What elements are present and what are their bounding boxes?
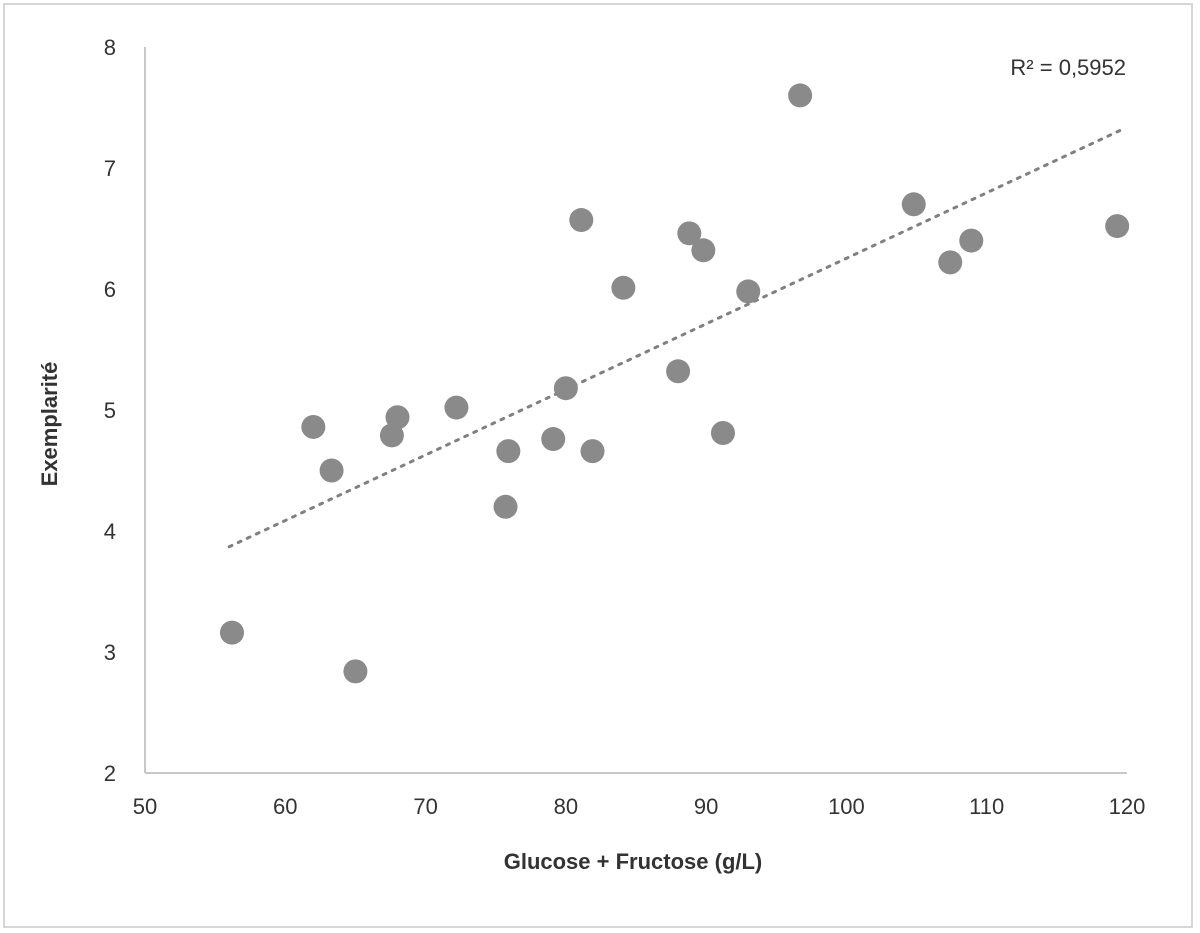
x-tick-label: 50 <box>133 794 157 819</box>
data-point <box>385 405 410 430</box>
data-point <box>343 659 368 684</box>
data-point <box>319 458 344 483</box>
x-tick-labels: 50 60 70 80 90 100 110 120 <box>133 794 1146 819</box>
data-point <box>569 208 594 233</box>
data-point <box>379 423 404 448</box>
x-tick-label: 60 <box>273 794 297 819</box>
data-point <box>493 494 518 519</box>
x-tick-label: 120 <box>1109 794 1146 819</box>
data-point <box>301 414 326 439</box>
y-axis-title: Exemplarité <box>37 362 62 487</box>
data-point <box>959 228 984 253</box>
data-point <box>496 439 521 464</box>
data-point <box>553 376 578 401</box>
data-point <box>788 83 813 108</box>
r-squared-annotation: R² = 0,5952 <box>1010 55 1126 80</box>
x-tick-label: 100 <box>828 794 865 819</box>
data-point <box>541 427 566 452</box>
y-tick-label: 8 <box>104 35 116 60</box>
data-point <box>691 238 716 263</box>
axes <box>144 47 1127 774</box>
data-point <box>219 620 244 645</box>
data-point <box>611 275 636 300</box>
y-tick-label: 4 <box>104 519 116 544</box>
x-tick-label: 70 <box>413 794 437 819</box>
y-tick-label: 6 <box>104 277 116 302</box>
trendline <box>227 128 1122 549</box>
x-axis-title: Glucose + Fructose (g/L) <box>504 849 763 874</box>
x-tick-label: 90 <box>694 794 718 819</box>
x-tick-label: 110 <box>969 794 1004 819</box>
data-point <box>901 192 926 217</box>
y-tick-labels: 2 3 4 5 6 7 8 <box>104 35 116 786</box>
data-point <box>710 420 735 445</box>
data-point <box>938 250 963 275</box>
data-points <box>219 83 1130 684</box>
data-point <box>677 221 702 246</box>
x-tick-label: 80 <box>554 794 578 819</box>
y-tick-label: 7 <box>104 156 116 181</box>
y-tick-label: 3 <box>104 640 116 665</box>
data-point <box>1105 214 1130 239</box>
data-point <box>736 279 761 304</box>
data-point <box>666 359 691 384</box>
y-tick-label: 5 <box>104 398 116 423</box>
y-tick-label: 2 <box>104 761 116 786</box>
data-point <box>580 439 605 464</box>
data-point <box>444 395 469 420</box>
